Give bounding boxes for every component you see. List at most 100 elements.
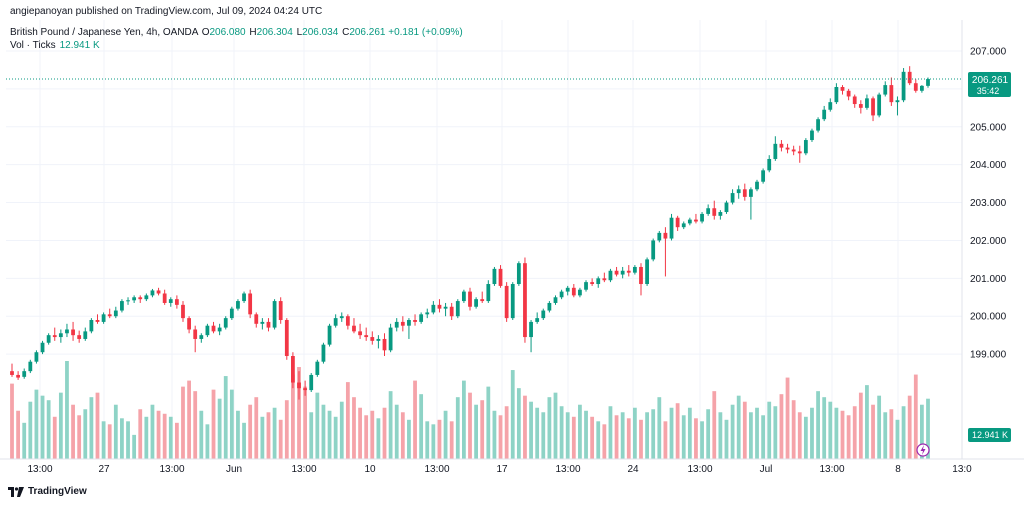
candle-body <box>462 291 466 302</box>
volume-bar <box>700 421 704 459</box>
candle-body <box>926 79 930 86</box>
candle <box>101 312 106 324</box>
candle-body <box>901 71 906 101</box>
volume-bar <box>767 401 772 459</box>
tradingview-logo[interactable]: TradingView <box>8 486 87 497</box>
candle <box>65 323 69 338</box>
candle-body <box>284 320 289 357</box>
candle <box>352 318 356 334</box>
candle <box>822 105 827 122</box>
candle-body <box>767 158 772 171</box>
candle <box>571 284 576 298</box>
candle <box>871 96 875 122</box>
candle <box>791 145 796 156</box>
candle <box>669 213 674 241</box>
price-tick-label: 200.000 <box>970 312 1007 323</box>
candle-body <box>352 325 356 332</box>
candle <box>120 299 124 313</box>
volume-bar <box>162 413 167 459</box>
volume-bar <box>822 397 827 459</box>
volume-label[interactable]: Vol · Ticks <box>10 40 56 51</box>
volume-bar <box>443 410 448 459</box>
open-label: O <box>201 27 210 38</box>
candle-body <box>871 98 875 116</box>
candle <box>132 295 137 303</box>
candle <box>193 325 198 353</box>
volume-bar <box>907 395 912 459</box>
volume-bar <box>34 389 39 459</box>
volume-bar <box>217 398 222 459</box>
candle-body <box>327 325 332 345</box>
candle <box>510 282 515 321</box>
symbol-title[interactable]: British Pound / Japanese Yen, 4h, OANDA <box>10 27 198 38</box>
candle-body <box>700 213 704 222</box>
candle-body <box>785 147 790 150</box>
candle-body <box>687 219 692 224</box>
candle-body <box>376 338 381 341</box>
volume-bar <box>126 421 130 459</box>
volume-bar <box>779 394 784 459</box>
candle-body <box>553 297 558 303</box>
volume-bar <box>150 404 155 459</box>
candle <box>852 94 857 108</box>
candle <box>327 323 332 347</box>
candle <box>865 94 869 110</box>
price-tick-label: 203.000 <box>970 198 1007 209</box>
candle <box>40 340 45 355</box>
volume-bar <box>468 392 472 459</box>
candle-body <box>388 327 393 351</box>
volume-bar <box>895 419 900 459</box>
volume-bar <box>22 422 27 459</box>
volume-badge-value: 12.941 K <box>972 430 1008 440</box>
volume-bar <box>107 424 112 459</box>
publisher-line: angiepanoyan published on TradingView.co… <box>10 6 323 17</box>
candle-body <box>645 259 649 285</box>
volume-badge <box>968 428 1011 442</box>
candle-body <box>138 297 143 300</box>
volume-bar <box>645 412 649 459</box>
candle <box>315 359 320 377</box>
candle-body <box>65 329 69 334</box>
volume-bar <box>834 407 839 459</box>
volume-bar <box>510 370 515 459</box>
plot-area[interactable] <box>6 20 962 459</box>
volume-bar <box>797 412 802 459</box>
candle-body <box>632 266 637 273</box>
candle-body <box>852 96 857 105</box>
volume-bar <box>46 400 51 459</box>
candle-body <box>749 189 753 197</box>
volume-bar <box>364 415 369 459</box>
time-axis[interactable]: 13:00 27 13:00 Jun 13:00 10 13:00 17 13:00 24 13:0… <box>27 464 972 475</box>
high-value: 206.304 <box>256 27 293 38</box>
candle-body <box>162 293 167 303</box>
candle <box>199 333 204 343</box>
volume-bar <box>394 404 399 459</box>
candle-body <box>181 304 185 319</box>
volume-bar <box>871 404 875 459</box>
candle <box>291 352 295 389</box>
volume-bar <box>773 406 778 459</box>
price-tick-label: 205.000 <box>970 122 1007 133</box>
candle <box>773 136 778 161</box>
candle-body <box>89 320 94 332</box>
candle-body <box>168 299 173 303</box>
candle <box>211 321 216 334</box>
candle-body <box>877 94 882 116</box>
candle-body <box>761 170 766 182</box>
price-tick-label: 202.000 <box>970 236 1007 247</box>
volume-bar <box>785 377 790 459</box>
candle-body <box>407 320 411 326</box>
candle <box>803 138 808 156</box>
volume-bar <box>865 385 869 459</box>
candle-body <box>547 302 552 311</box>
time-tick-label: 13:00 <box>424 464 449 475</box>
candle <box>846 88 851 101</box>
volume-bar <box>736 395 741 459</box>
volume-bar <box>16 410 20 459</box>
candle-body <box>510 284 515 319</box>
volume-bar <box>28 401 33 459</box>
candle <box>83 327 88 341</box>
candle <box>547 301 552 313</box>
volume-bar <box>187 380 191 459</box>
price-axis[interactable]: 199.000 200.000 201.000 202.000 203.000 204.0… <box>0 20 1024 460</box>
